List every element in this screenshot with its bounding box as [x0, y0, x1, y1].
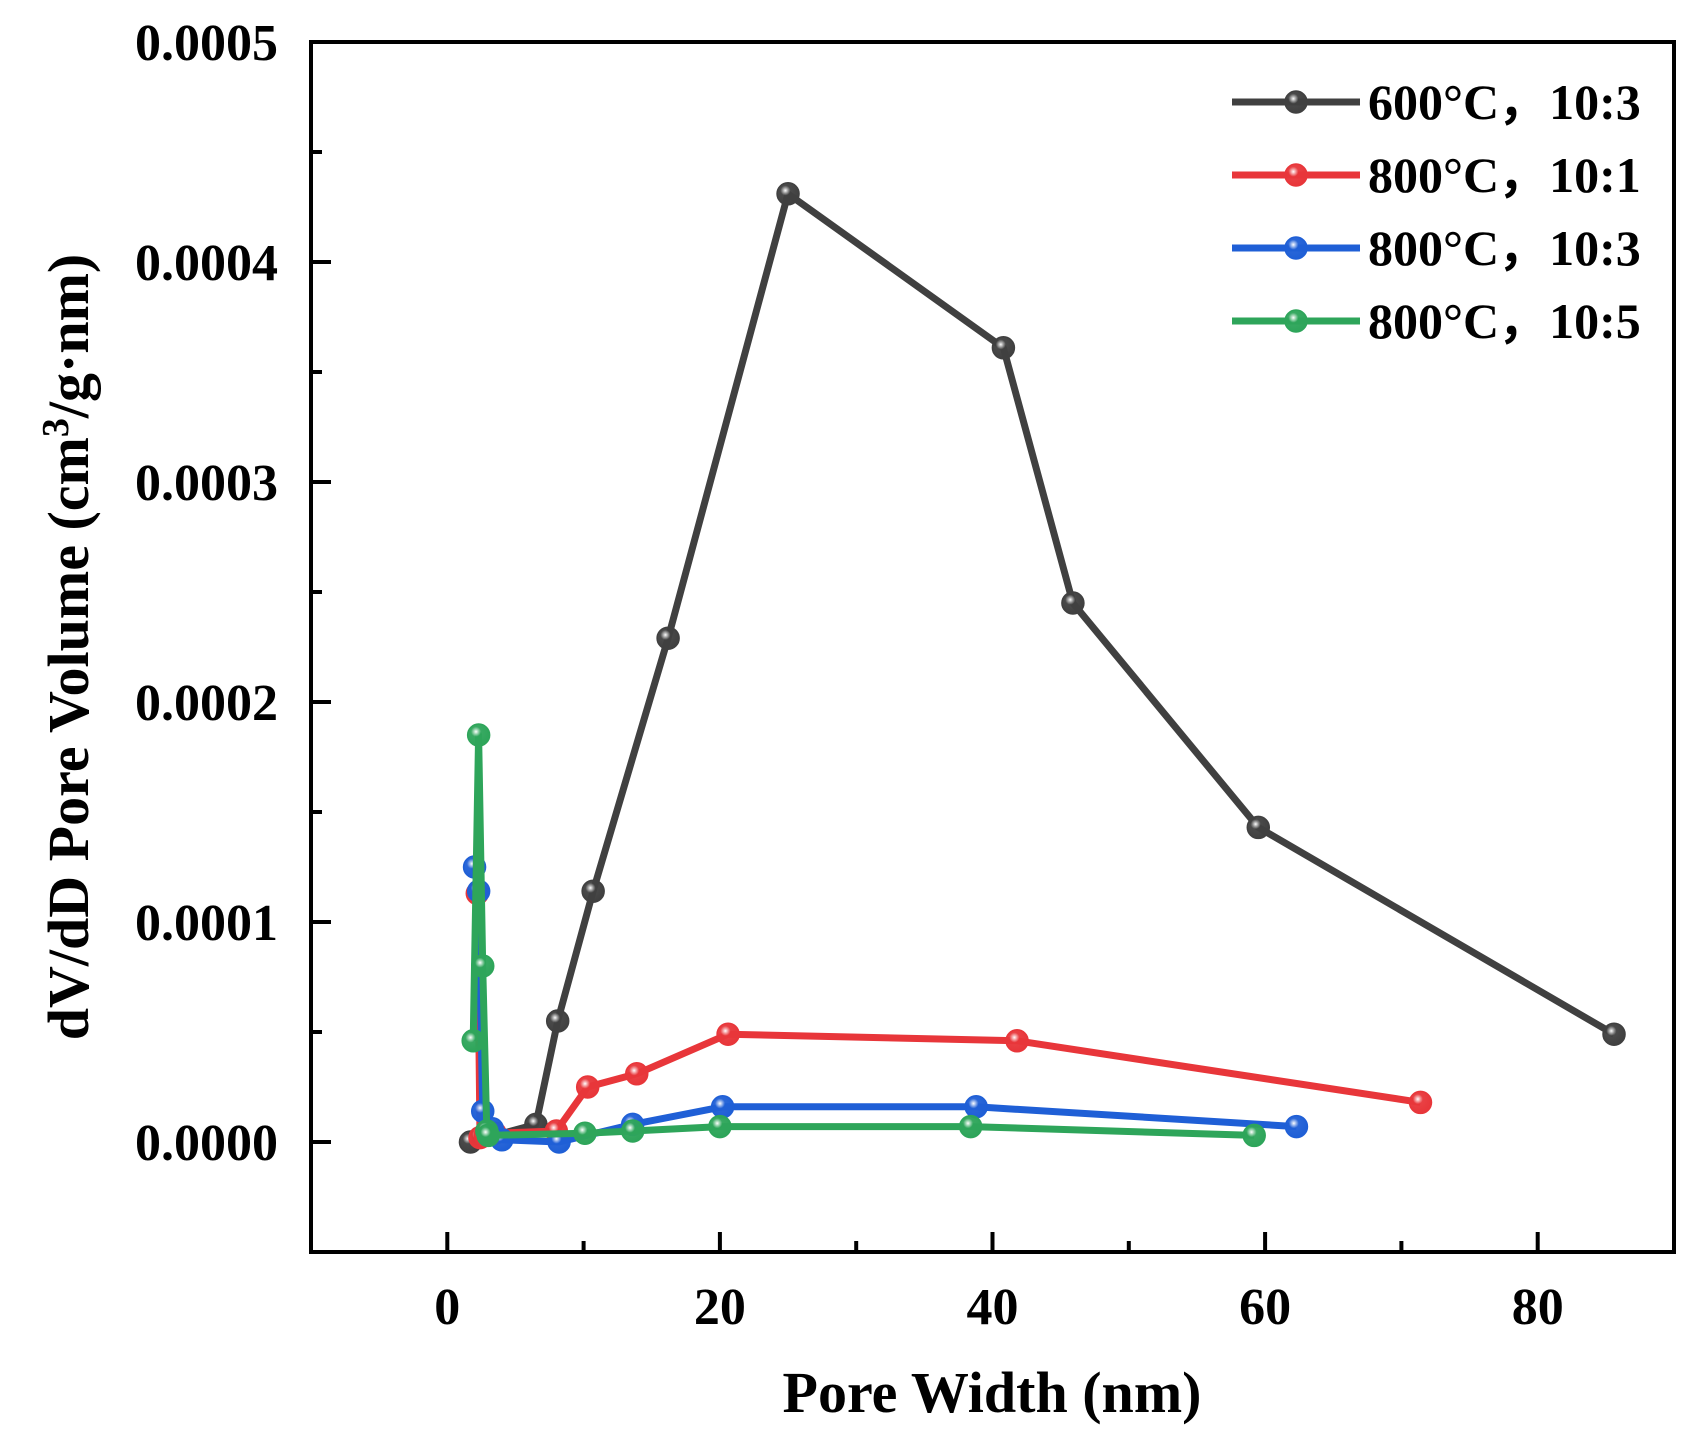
legend-item: 800°C，10:3 [1232, 220, 1641, 276]
data-point [991, 336, 1016, 360]
data-point [461, 1029, 485, 1053]
data-point [466, 723, 491, 747]
data-point [476, 1123, 500, 1148]
y-tick-label: 0.0002 [135, 675, 278, 732]
series-4 [461, 723, 1266, 1148]
y-tick-label: 0.0005 [135, 15, 278, 72]
data-point [776, 182, 800, 206]
legend-marker [1284, 309, 1308, 333]
y-axis-title: dV/dD Pore Volume (cm3/g·nm) [35, 254, 101, 1040]
data-point [716, 1022, 740, 1046]
data-series [458, 182, 1626, 1154]
x-axis-title: Pore Width (nm) [783, 1360, 1202, 1425]
data-point [1408, 1090, 1433, 1115]
data-point [964, 1095, 988, 1119]
y-tick-label: 0.0001 [135, 895, 278, 952]
data-point [581, 879, 605, 903]
plot-frame [309, 40, 1676, 1254]
legend-label: 800°C，10:1 [1368, 147, 1641, 203]
y-tick-label: 0.0000 [135, 1115, 278, 1172]
data-point [1246, 815, 1271, 840]
legend-marker [1284, 236, 1308, 260]
legend: 600°C，10:3 800°C，10:1 800°C，10:3 800°C，10:5 [1232, 74, 1641, 349]
x-tick-label: 80 [1512, 1279, 1564, 1336]
data-point [656, 626, 680, 650]
x-tick-label: 20 [694, 1279, 746, 1336]
data-point [470, 954, 495, 978]
y-axis-title-superscript: 3 [35, 418, 77, 437]
legend-label: 800°C，10:5 [1368, 293, 1641, 349]
data-point [1061, 591, 1085, 615]
y-tick-label: 0.0003 [135, 455, 278, 512]
legend-label: 800°C，10:3 [1368, 220, 1641, 276]
data-point [708, 1114, 732, 1139]
data-point [1284, 1114, 1309, 1139]
legend-item: 600°C，10:3 [1232, 74, 1641, 130]
data-point [575, 1075, 600, 1099]
data-point [710, 1095, 735, 1119]
x-tick-label: 60 [1239, 1279, 1291, 1336]
tick-labels: 0 20 40 60 80 0.0000 0.0001 0.0002 0.0003 0.0004 0… [135, 15, 1564, 1336]
y-axis-title-main: dV/dD Pore Volume (cm [36, 437, 101, 1040]
series-1 [458, 182, 1626, 1154]
data-point [1602, 1022, 1626, 1046]
data-point [573, 1121, 597, 1145]
legend-marker [1284, 90, 1308, 114]
series-line [469, 731, 1255, 1139]
y-tick-label: 0.0004 [135, 235, 278, 292]
data-point [620, 1119, 645, 1143]
data-point [958, 1114, 983, 1139]
data-point [1005, 1029, 1029, 1053]
data-point [625, 1062, 649, 1086]
series-line [469, 190, 1616, 1146]
data-point [545, 1009, 570, 1033]
x-tick-label: 40 [967, 1279, 1019, 1336]
legend-item: 800°C，10:5 [1232, 293, 1641, 349]
x-tick-label: 0 [434, 1279, 460, 1336]
legend-label: 600°C，10:3 [1368, 74, 1641, 130]
data-point [1242, 1123, 1266, 1148]
y-axis-title-tail: /g·nm) [36, 254, 101, 419]
legend-marker [1284, 163, 1308, 187]
legend-item: 800°C，10:1 [1232, 147, 1641, 203]
